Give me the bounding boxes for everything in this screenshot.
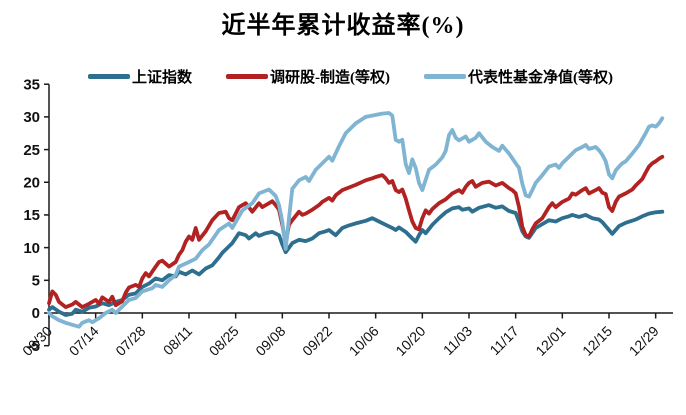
x-tick-label: 08/25 [206, 323, 242, 359]
legend-item-representative-funds: 代表性基金净值(等权) [424, 66, 613, 87]
legend-label-surveyed-manufacturing: 调研股-制造(等权) [270, 70, 391, 86]
x-tick-label: 10/20 [392, 323, 428, 359]
x-tick-label: 10/06 [346, 323, 382, 359]
x-tick-label: 07/28 [112, 323, 148, 359]
x-tick-label: 09/08 [252, 323, 288, 359]
legend-label-sse: 上证指数 [132, 70, 193, 86]
y-tick-label: 30 [23, 109, 40, 126]
x-tick-label: 11/03 [440, 323, 476, 359]
representative-funds-line-swatch [424, 74, 467, 79]
x-tick-label: 09/22 [299, 323, 335, 359]
y-tick-label: 0 [32, 305, 40, 322]
y-tick-label: 25 [23, 142, 40, 159]
chart-title: 近半年累计收益率(%) [221, 13, 465, 39]
y-tick-label: 10 [23, 240, 40, 257]
surveyed-manufacturing-line-swatch [226, 74, 269, 79]
legend-item-sse: 上证指数 [88, 66, 192, 87]
series-line-1 [47, 154, 665, 310]
series-line-2 [47, 111, 665, 329]
legend-label-representative-funds: 代表性基金净值(等权) [468, 70, 614, 86]
x-tick-label: 12/01 [532, 323, 568, 359]
series-line-0 [47, 203, 665, 317]
y-tick-label: 15 [23, 207, 40, 224]
x-tick-label: 11/17 [486, 323, 522, 359]
legend-item-surveyed-manufacturing: 调研股-制造(等权) [226, 66, 390, 87]
legend: 上证指数 调研股-制造(等权) 代表性基金净值(等权) [88, 66, 613, 87]
sse-line-swatch [88, 74, 130, 79]
y-tick-label: 5 [32, 273, 40, 290]
x-tick-label: 12/15 [579, 323, 615, 359]
y-tick-label: 35 [23, 76, 40, 93]
y-tick-label: -5 [27, 338, 40, 355]
x-tick-label: 12/29 [626, 323, 662, 359]
x-tick-label: 07/14 [66, 323, 102, 359]
x-tick-label: 08/11 [160, 323, 196, 359]
y-tick-label: 20 [23, 174, 40, 191]
